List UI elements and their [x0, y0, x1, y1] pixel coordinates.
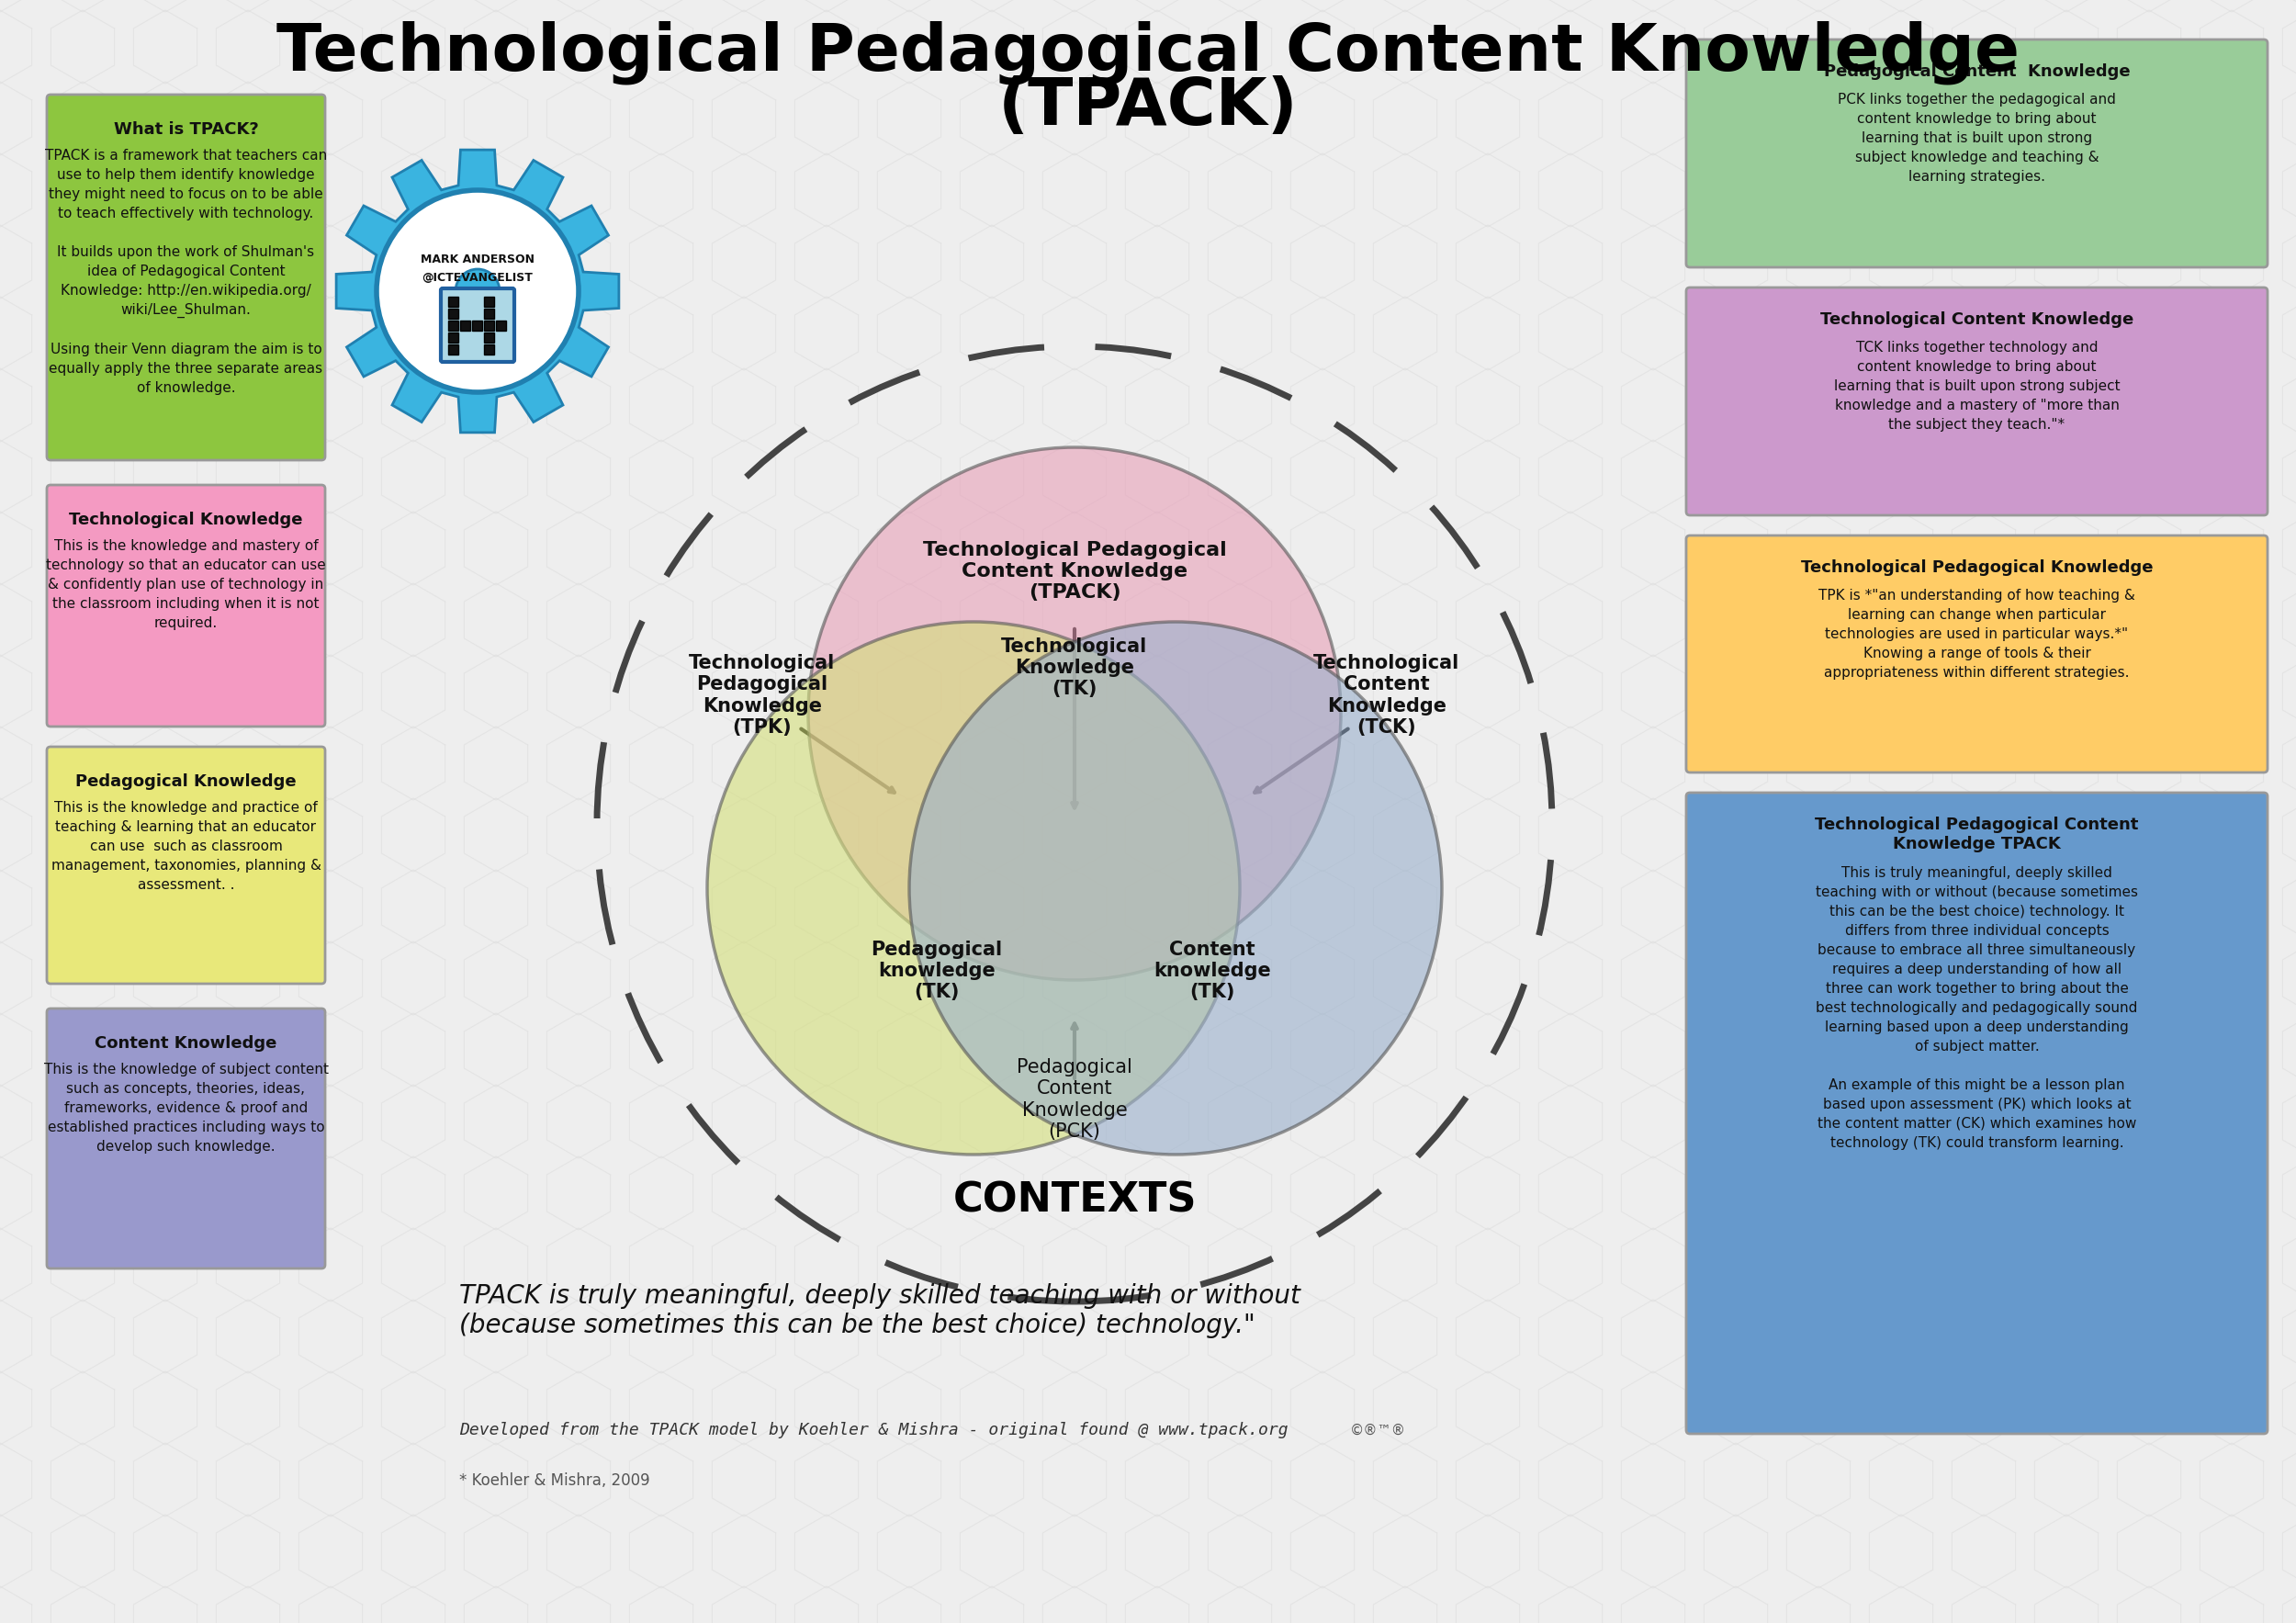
- Text: Content Knowledge: Content Knowledge: [94, 1035, 278, 1052]
- Text: Pedagogical Content  Knowledge: Pedagogical Content Knowledge: [1823, 63, 2131, 80]
- FancyBboxPatch shape: [1685, 792, 2268, 1433]
- FancyBboxPatch shape: [448, 321, 459, 331]
- Text: Technological Knowledge: Technological Knowledge: [69, 511, 303, 527]
- FancyBboxPatch shape: [459, 321, 471, 331]
- Text: Technological Pedagogical Content Knowledge: Technological Pedagogical Content Knowle…: [276, 21, 2020, 84]
- FancyBboxPatch shape: [473, 321, 482, 331]
- Text: This is the knowledge of subject content
such as concepts, theories, ideas,
fram: This is the knowledge of subject content…: [44, 1063, 328, 1154]
- Text: Developed from the TPACK model by Koehler & Mishra - original found @ www.tpack.: Developed from the TPACK model by Koehle…: [459, 1422, 1288, 1438]
- FancyBboxPatch shape: [484, 333, 494, 342]
- Polygon shape: [335, 149, 620, 432]
- Text: Content
knowledge
(TK): Content knowledge (TK): [1153, 940, 1272, 1001]
- Text: CONTEXTS: CONTEXTS: [953, 1182, 1196, 1220]
- FancyBboxPatch shape: [448, 308, 459, 318]
- Circle shape: [377, 190, 579, 393]
- Text: What is TPACK?: What is TPACK?: [113, 122, 259, 138]
- Text: Pedagogical Knowledge: Pedagogical Knowledge: [76, 774, 296, 790]
- FancyBboxPatch shape: [46, 747, 326, 984]
- Text: This is the knowledge and practice of
teaching & learning that an educator
can u: This is the knowledge and practice of te…: [51, 800, 321, 893]
- Text: @ICTEVANGELIST: @ICTEVANGELIST: [422, 271, 533, 284]
- Text: Pedagogical
Content
Knowledge
(PCK): Pedagogical Content Knowledge (PCK): [1017, 1058, 1132, 1141]
- Circle shape: [909, 622, 1442, 1154]
- Text: Technological Content Knowledge: Technological Content Knowledge: [1821, 312, 2133, 328]
- Text: TPACK is truly meaningful, deeply skilled teaching with or without
(because some: TPACK is truly meaningful, deeply skille…: [459, 1282, 1300, 1339]
- Text: Technological
Content
Knowledge
(TCK): Technological Content Knowledge (TCK): [1313, 654, 1460, 737]
- Text: (TPACK): (TPACK): [999, 76, 1297, 140]
- FancyBboxPatch shape: [448, 344, 459, 354]
- Text: PCK links together the pedagogical and
content knowledge to bring about
learning: PCK links together the pedagogical and c…: [1837, 93, 2117, 183]
- FancyBboxPatch shape: [1685, 39, 2268, 268]
- Text: This is the knowledge and mastery of
technology so that an educator can use
& co: This is the knowledge and mastery of tec…: [46, 539, 326, 630]
- FancyBboxPatch shape: [484, 297, 494, 307]
- FancyBboxPatch shape: [1685, 536, 2268, 773]
- Circle shape: [707, 622, 1240, 1154]
- FancyBboxPatch shape: [46, 94, 326, 461]
- FancyBboxPatch shape: [484, 321, 494, 331]
- Text: TPK is *"an understanding of how teaching &
learning can change when particular
: TPK is *"an understanding of how teachin…: [1818, 589, 2135, 680]
- FancyBboxPatch shape: [448, 333, 459, 342]
- Circle shape: [808, 448, 1341, 980]
- Text: Pedagogical
knowledge
(TK): Pedagogical knowledge (TK): [870, 940, 1003, 1001]
- FancyBboxPatch shape: [448, 297, 459, 307]
- Text: This is truly meaningful, deeply skilled
teaching with or without (because somet: This is truly meaningful, deeply skilled…: [1816, 867, 2138, 1151]
- FancyBboxPatch shape: [46, 1008, 326, 1269]
- FancyBboxPatch shape: [484, 344, 494, 354]
- FancyBboxPatch shape: [441, 289, 514, 362]
- Text: Technological Pedagogical
Content Knowledge
(TPACK): Technological Pedagogical Content Knowle…: [923, 540, 1226, 602]
- Text: * Koehler & Mishra, 2009: * Koehler & Mishra, 2009: [459, 1472, 650, 1488]
- Text: ©®™®: ©®™®: [1350, 1423, 1405, 1436]
- Text: Technological Pedagogical Content
Knowledge TPACK: Technological Pedagogical Content Knowle…: [1816, 816, 2138, 852]
- Circle shape: [455, 269, 501, 313]
- FancyBboxPatch shape: [496, 321, 505, 331]
- Text: Technological
Knowledge
(TK): Technological Knowledge (TK): [1001, 638, 1148, 698]
- Text: TCK links together technology and
content knowledge to bring about
learning that: TCK links together technology and conten…: [1835, 341, 2119, 432]
- Text: TPACK is a framework that teachers can
use to help them identify knowledge
they : TPACK is a framework that teachers can u…: [46, 149, 326, 394]
- Text: Technological
Pedagogical
Knowledge
(TPK): Technological Pedagogical Knowledge (TPK…: [689, 654, 836, 737]
- FancyBboxPatch shape: [484, 308, 494, 318]
- Text: MARK ANDERSON: MARK ANDERSON: [420, 253, 535, 265]
- FancyBboxPatch shape: [46, 485, 326, 727]
- Text: Technological Pedagogical Knowledge: Technological Pedagogical Knowledge: [1800, 560, 2154, 576]
- FancyBboxPatch shape: [1685, 287, 2268, 514]
